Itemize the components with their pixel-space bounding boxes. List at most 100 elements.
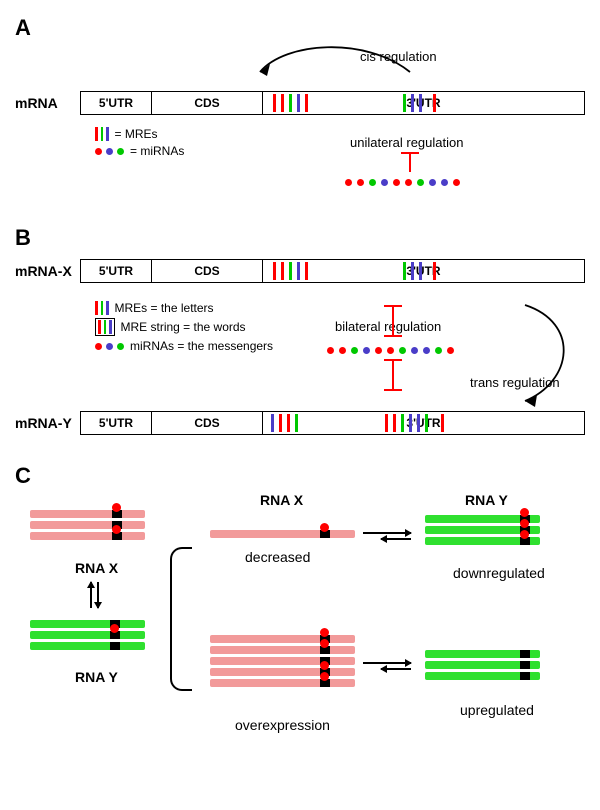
mirna-dot bbox=[405, 179, 412, 186]
mirna-dot bbox=[435, 347, 442, 354]
rna-bar bbox=[425, 650, 540, 658]
seg-5utr: 5'UTR bbox=[81, 260, 152, 282]
mre-tick bbox=[419, 94, 422, 112]
mirna-dot bbox=[339, 347, 346, 354]
mirna-dot bbox=[369, 179, 376, 186]
mirna-dot bbox=[441, 179, 448, 186]
legend-ticks-icon bbox=[95, 127, 109, 141]
bound-mirna-dot bbox=[320, 661, 329, 670]
seg-5utr: 5'UTR bbox=[81, 412, 152, 434]
mirna-dot bbox=[399, 347, 406, 354]
bound-mirna-dot bbox=[520, 508, 529, 517]
rna-bar bbox=[210, 679, 355, 687]
bilat-tbar-bot-icon bbox=[384, 359, 402, 391]
trans-arrow-icon bbox=[465, 303, 585, 413]
legend-mres-b: MREs = the letters bbox=[115, 301, 214, 315]
legend-boxed-icon bbox=[95, 318, 115, 336]
mirna-dot bbox=[357, 179, 364, 186]
seg-3utr-a: 3'UTR bbox=[263, 92, 584, 114]
mre-site bbox=[520, 672, 530, 680]
rna-bar bbox=[30, 620, 145, 628]
panel-c-diagram: RNA X RNA Y RNA X RNA Y decreased downre… bbox=[15, 497, 585, 767]
panel-b-label: B bbox=[15, 225, 585, 251]
mre-tick bbox=[401, 414, 404, 432]
mre-tick bbox=[287, 414, 290, 432]
mre-tick bbox=[297, 94, 300, 112]
top-rna-x-label: RNA X bbox=[260, 492, 303, 508]
bound-mirna-dot bbox=[112, 525, 121, 534]
rna-bar bbox=[30, 631, 145, 639]
stack-top-x bbox=[210, 527, 355, 541]
hz-arrow-bot-icon bbox=[363, 662, 411, 670]
mre-tick bbox=[441, 414, 444, 432]
brace-icon bbox=[170, 547, 192, 691]
bound-mirna-dot bbox=[110, 624, 119, 633]
mre-tick bbox=[305, 94, 308, 112]
mre-tick bbox=[289, 94, 292, 112]
mre-tick bbox=[297, 262, 300, 280]
bound-mirna-dot bbox=[112, 503, 121, 512]
unilateral-tbar-icon bbox=[401, 152, 419, 172]
mre-tick bbox=[433, 94, 436, 112]
stack-bot-x bbox=[210, 632, 355, 690]
stack-left-y bbox=[30, 617, 145, 653]
mre-tick bbox=[295, 414, 298, 432]
rna-bar bbox=[210, 646, 355, 654]
mirna-dots-a bbox=[345, 179, 460, 186]
bilat-tbar-top-icon bbox=[384, 305, 402, 337]
mrna-row-a: mRNA 5'UTR CDS 3'UTR bbox=[15, 91, 585, 115]
cis-regulation-text: cis regulation bbox=[360, 49, 437, 64]
decreased-label: decreased bbox=[245, 549, 310, 565]
stack-bot-y bbox=[425, 647, 540, 683]
mre-tick bbox=[281, 94, 284, 112]
bound-mirna-dot bbox=[320, 523, 329, 532]
upregulated-label: upregulated bbox=[460, 702, 534, 718]
seg-cds: CDS bbox=[152, 260, 263, 282]
mre-tick bbox=[393, 414, 396, 432]
mre-tick bbox=[425, 414, 428, 432]
rna-bar bbox=[30, 521, 145, 529]
mrna-y-row: mRNA-Y 5'UTR CDS 3'UTR bbox=[15, 411, 585, 435]
panel-c: C RNA X RNA Y RNA X RNA Y decreased down… bbox=[15, 463, 585, 767]
legend-dots-icon bbox=[95, 148, 124, 155]
mre-tick bbox=[273, 94, 276, 112]
legend-ticks-icon bbox=[95, 301, 109, 315]
legend-mirnas-b: miRNAs = the messengers bbox=[130, 339, 273, 353]
mre-tick bbox=[411, 262, 414, 280]
updown-arrow-icon bbox=[90, 582, 99, 608]
mirna-dot bbox=[423, 347, 430, 354]
mrna-x-label: mRNA-X bbox=[15, 263, 80, 279]
mre-site bbox=[520, 650, 530, 658]
mirna-dot bbox=[393, 179, 400, 186]
stack-left-x bbox=[30, 507, 145, 543]
mirna-dot bbox=[387, 347, 394, 354]
bound-mirna-dot bbox=[320, 672, 329, 681]
bound-mirna-dot bbox=[320, 639, 329, 648]
mre-tick bbox=[419, 262, 422, 280]
mre-tick bbox=[409, 414, 412, 432]
legend-mirnas: = miRNAs bbox=[130, 144, 184, 158]
rna-bar bbox=[210, 657, 355, 665]
rna-bar bbox=[210, 668, 355, 676]
downregulated-label: downregulated bbox=[453, 565, 545, 581]
mirna-dot bbox=[363, 347, 370, 354]
mrna-a-label: mRNA bbox=[15, 95, 80, 111]
top-rna-y-label: RNA Y bbox=[465, 492, 508, 508]
mre-tick bbox=[273, 262, 276, 280]
mrna-y-bar: 5'UTR CDS 3'UTR bbox=[80, 411, 585, 435]
rna-bar bbox=[210, 530, 355, 538]
rna-bar bbox=[30, 642, 145, 650]
seg-5utr: 5'UTR bbox=[81, 92, 152, 114]
mre-tick bbox=[417, 414, 420, 432]
mrna-a-bar: 5'UTR CDS 3'UTR bbox=[80, 91, 585, 115]
panel-a-label: A bbox=[15, 15, 585, 41]
left-rna-x-label: RNA X bbox=[75, 560, 118, 576]
rna-bar bbox=[30, 510, 145, 518]
seg-cds: CDS bbox=[152, 412, 263, 434]
mre-tick bbox=[385, 414, 388, 432]
mre-tick bbox=[289, 262, 292, 280]
rna-bar bbox=[425, 661, 540, 669]
mirna-dots-b bbox=[327, 347, 454, 354]
panel-a: A cis regulation mRNA 5'UTR CDS 3'UTR bbox=[15, 15, 585, 197]
rna-bar bbox=[425, 537, 540, 545]
